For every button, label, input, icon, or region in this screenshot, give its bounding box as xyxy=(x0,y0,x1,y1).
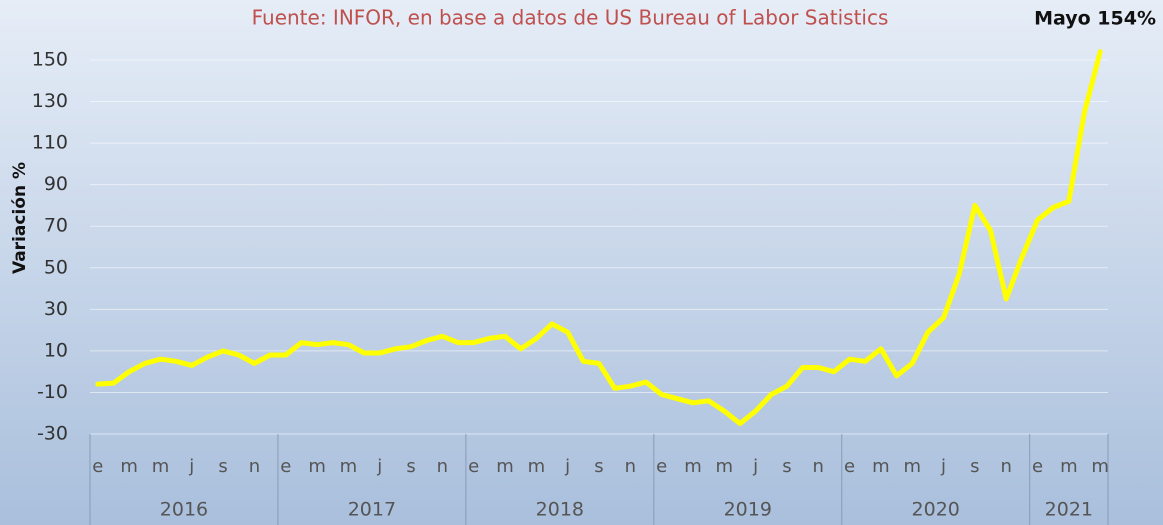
y-tick-label: 10 xyxy=(44,339,68,361)
x-tick-label: j xyxy=(376,456,382,477)
x-tick-label: j xyxy=(564,456,570,477)
x-tick-label: e xyxy=(92,456,103,477)
x-tick-label: s xyxy=(970,456,979,477)
x-tick-label: m xyxy=(903,456,921,477)
x-tick-label: e xyxy=(656,456,667,477)
x-tick-label: n xyxy=(437,456,448,477)
x-tick-label: m xyxy=(340,456,358,477)
x-tick-label: e xyxy=(1032,456,1043,477)
year-label: 2021 xyxy=(1045,499,1093,521)
y-axis-label: Variación % xyxy=(10,162,30,274)
x-tick-label: n xyxy=(1000,456,1011,477)
y-tick-label: -30 xyxy=(37,423,68,445)
x-tick-label: m xyxy=(684,456,702,477)
x-tick-label: s xyxy=(594,456,603,477)
x-tick-label: j xyxy=(752,456,758,477)
x-tick-label: m xyxy=(716,456,734,477)
subtitle: Fuente: INFOR, en base a datos de US Bur… xyxy=(252,6,889,30)
x-tick-label: n xyxy=(249,456,260,477)
x-tick-label: e xyxy=(468,456,479,477)
x-tick-label: m xyxy=(120,456,138,477)
x-tick-label: m xyxy=(1060,456,1078,477)
y-tick-label: 90 xyxy=(44,173,68,195)
annotation: Mayo 154% xyxy=(1034,8,1156,30)
x-tick-label: m xyxy=(872,456,890,477)
y-tick-label: -10 xyxy=(37,381,68,403)
x-tick-label: m xyxy=(528,456,546,477)
x-tick-label: m xyxy=(152,456,170,477)
x-tick-label: m xyxy=(308,456,326,477)
x-tick-label: s xyxy=(782,456,791,477)
year-label: 2019 xyxy=(724,499,772,521)
x-tick-label: e xyxy=(844,456,855,477)
line xyxy=(95,49,1103,427)
year-label: 2018 xyxy=(536,499,584,521)
year-label: 2016 xyxy=(160,499,208,521)
x-tick-label: s xyxy=(218,456,227,477)
x-tick-label: e xyxy=(280,456,291,477)
y-tick-label: 50 xyxy=(44,256,68,278)
y-tick-label: 110 xyxy=(32,132,68,154)
x-tick-label: n xyxy=(625,456,636,477)
x-tick-label: n xyxy=(813,456,824,477)
year-label: 2020 xyxy=(912,499,960,521)
x-tick-label: m xyxy=(1091,456,1109,477)
x-tick-label: j xyxy=(940,456,946,477)
year-label: 2017 xyxy=(348,499,396,521)
x-tick-label: m xyxy=(496,456,514,477)
y-tick-label: 30 xyxy=(44,298,68,320)
y-tick-label: 70 xyxy=(44,215,68,237)
y-tick-label: 130 xyxy=(32,90,68,112)
y-tick-label: 150 xyxy=(32,49,68,71)
x-tick-label: j xyxy=(188,456,194,477)
x-tick-label: s xyxy=(406,456,415,477)
